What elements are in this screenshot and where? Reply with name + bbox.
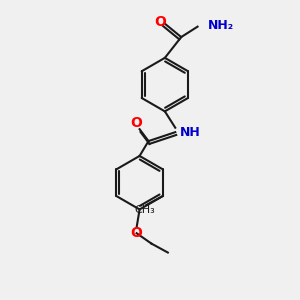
Text: O: O (131, 226, 142, 240)
Text: O: O (131, 116, 142, 130)
Text: CH₃: CH₃ (135, 205, 155, 215)
Text: O: O (154, 15, 166, 29)
Text: NH: NH (180, 126, 200, 139)
Text: NH₂: NH₂ (208, 19, 234, 32)
